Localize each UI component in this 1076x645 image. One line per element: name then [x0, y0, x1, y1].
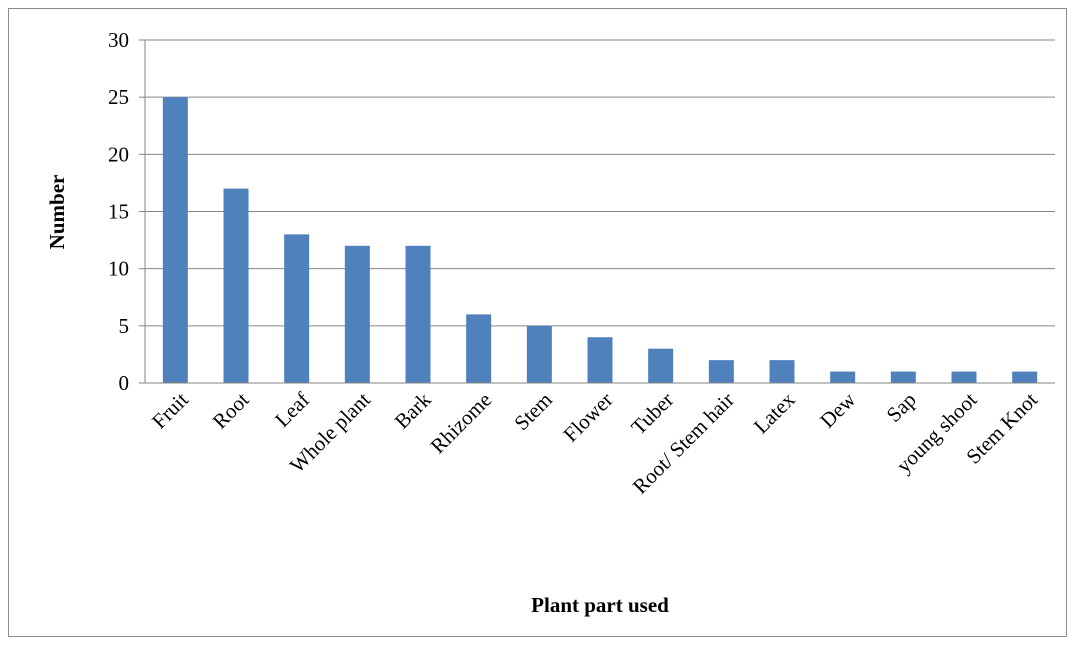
x-tick-label: Rhizome [426, 388, 497, 459]
x-tick-label: Stem [509, 388, 556, 435]
bar-stem-knot [1012, 371, 1038, 383]
x-tick-label: Fruit [147, 387, 193, 433]
x-tick-label: Latex [749, 387, 800, 438]
axes [144, 40, 1055, 384]
y-tick-labels: 0 5 10 15 20 25 30 [108, 28, 129, 395]
x-tick-label: Flower [558, 388, 617, 447]
bar-dew [830, 371, 856, 383]
x-tick-label: Bark [390, 387, 436, 433]
bar-series [162, 97, 1038, 384]
y-tick-label: 0 [119, 371, 130, 395]
bar-fruit [162, 97, 188, 384]
bar-flower [587, 337, 613, 383]
bar-bark [405, 245, 431, 383]
y-tick-label: 5 [119, 314, 130, 338]
bar-root [223, 188, 249, 383]
bar-whole-plant [344, 245, 370, 383]
gridlines [139, 39, 1055, 384]
bar-rhizome [466, 314, 492, 383]
x-axis-title: Plant part used [531, 593, 669, 617]
x-tick-label: Tuber [626, 388, 678, 440]
bar-latex [769, 360, 795, 383]
y-tick-label: 10 [108, 257, 129, 281]
y-tick-label: 20 [108, 142, 129, 166]
bar-young-shoot [951, 371, 977, 383]
bar-root-stem-hair [708, 360, 734, 383]
y-tick-label: 30 [108, 28, 129, 52]
x-tick-label: Sap [882, 388, 921, 427]
bar-tuber [648, 348, 674, 383]
bar-sap [890, 371, 916, 383]
x-tick-label: Dew [815, 387, 861, 433]
x-tick-label: Leaf [270, 388, 314, 432]
bar-leaf [284, 234, 310, 383]
y-tick-label: 25 [108, 85, 129, 109]
bar-stem [526, 325, 552, 383]
y-axis-title: Number [45, 175, 69, 250]
y-tick-label: 15 [108, 200, 129, 224]
x-tick-label: Root [208, 387, 254, 433]
